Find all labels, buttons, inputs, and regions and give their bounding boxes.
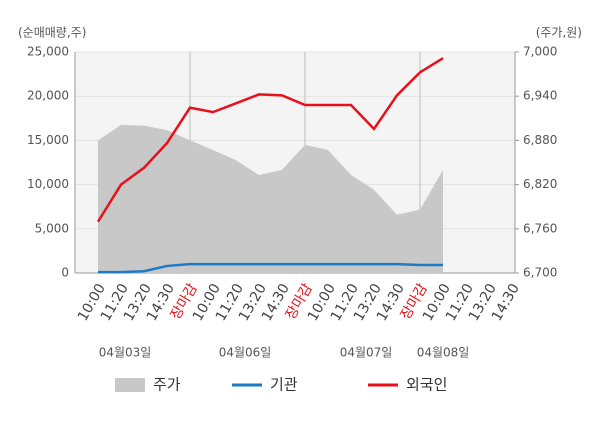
y2-tick-label: 6,820 — [523, 177, 557, 191]
y-tick-label: 25,000 — [27, 45, 69, 59]
y-tick-label: 20,000 — [27, 89, 69, 103]
y-axis-label: (순매매량,주) — [18, 26, 86, 40]
date-label: 04월08일 — [417, 346, 470, 360]
y2-axis-label: (주가,원) — [536, 26, 582, 40]
series-line — [98, 262, 443, 274]
date-label: 04월03일 — [99, 346, 152, 360]
legend-swatch — [115, 378, 145, 392]
y-tick-label: 0 — [61, 266, 69, 280]
y2-tick-label: 6,760 — [523, 221, 557, 235]
y2-tick-label: 6,880 — [523, 133, 557, 147]
y2-tick-label: 7,000 — [523, 45, 557, 59]
price-area — [98, 124, 443, 274]
y-tick-label: 10,000 — [27, 177, 69, 191]
y-tick-label: 15,000 — [27, 133, 69, 147]
date-label: 04월07일 — [340, 346, 393, 360]
y2-tick-label: 6,940 — [523, 89, 557, 103]
legend-label: 기관 — [270, 376, 298, 394]
legend-label: 외국인 — [406, 376, 447, 394]
date-label: 04월06일 — [219, 346, 272, 360]
legend-label: 주가 — [153, 376, 181, 394]
series-line — [96, 57, 444, 223]
y-tick-label: 5,000 — [35, 221, 69, 235]
y2-tick-label: 6,700 — [523, 266, 557, 280]
